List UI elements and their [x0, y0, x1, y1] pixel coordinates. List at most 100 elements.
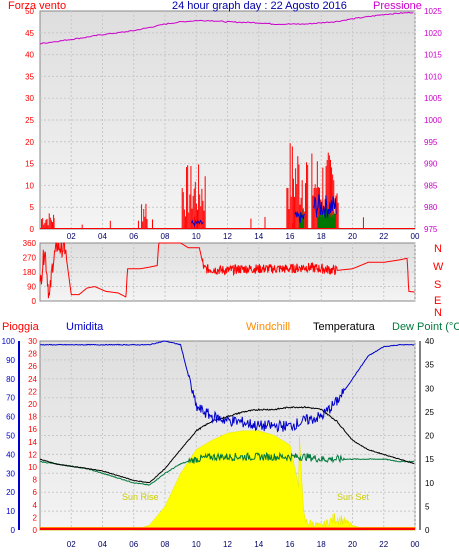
grid-layer	[40, 11, 416, 530]
direction-letter: N	[434, 243, 442, 255]
direction-line	[39, 242, 415, 299]
pressure-tick-label: 1010	[424, 72, 442, 81]
direction-letter: N	[434, 307, 442, 319]
rain-tick-label: 14	[28, 438, 37, 447]
pressure-tick-label: 1015	[424, 51, 442, 60]
x-tick-label: 12	[223, 232, 232, 241]
direction-tick-label: 90	[27, 283, 36, 292]
header-title: 24 hour graph day : 22 Agosto 2016	[172, 0, 347, 12]
x-tick-label: 16	[286, 232, 295, 241]
pressure-line	[39, 11, 414, 45]
temp-tick-label: 20	[425, 432, 434, 441]
rain-tick-label: 28	[28, 350, 37, 359]
direction-tick-label: 180	[23, 268, 37, 277]
wind-avg-line	[294, 211, 306, 223]
pressure-tick-label: 975	[424, 225, 438, 234]
temperature-label: Temperatura	[313, 321, 376, 333]
direction-letter: W	[433, 261, 444, 273]
x-tick-label: 20	[348, 232, 357, 241]
rain-tick-label: 4	[33, 501, 38, 510]
wind-tick-label: 30	[25, 94, 34, 103]
humidity-tick-label: 90	[6, 356, 15, 365]
pressure-tick-label: 1025	[424, 7, 442, 16]
wind-tick-label: 15	[25, 160, 34, 169]
direction-letter: E	[434, 295, 441, 307]
rain-tick-label: 0	[33, 526, 38, 535]
x-tick-label: 08	[161, 232, 170, 241]
x-tick-label: 22	[379, 232, 388, 241]
direction-tick-label: 0	[32, 297, 37, 306]
x-tick-label: 02	[67, 232, 76, 241]
rain-tick-label: 30	[28, 337, 37, 346]
axis-layer: 0510152025303540455097598098599099510001…	[2, 7, 443, 549]
humidity-tick-label: 60	[6, 413, 15, 422]
windchill-label: Windchill	[246, 321, 290, 333]
humidity-tick-label: 30	[6, 469, 15, 478]
temp-tick-label: 40	[425, 337, 434, 346]
pressure-tick-label: 1005	[424, 94, 442, 103]
humidity-tick-label: 0	[11, 526, 16, 535]
x-tick-label: 04	[98, 232, 107, 241]
dewpoint-line	[39, 451, 415, 486]
rain-tick-label: 18	[28, 413, 37, 422]
rain-tick-label: 16	[28, 425, 37, 434]
wind-tick-label: 40	[25, 51, 34, 60]
humidity-tick-label: 100	[2, 337, 16, 346]
temp-tick-label: 25	[425, 408, 434, 417]
direction-letters: N W S E N	[433, 243, 444, 319]
rain-tick-label: 22	[28, 387, 37, 396]
x-tick-label: 08	[161, 540, 170, 549]
temp-tick-label: 35	[425, 361, 434, 370]
x-tick-label: 12	[223, 540, 232, 549]
humidity-tick-label: 40	[6, 450, 15, 459]
pressure-tick-label: 985	[424, 181, 438, 190]
direction-letter: S	[434, 279, 441, 291]
x-tick-label: 00	[411, 232, 420, 241]
temp-tick-label: 10	[425, 479, 434, 488]
x-tick-label: 00	[411, 540, 420, 549]
dewpoint-label: Dew Point (°C	[392, 321, 459, 333]
humidity-tick-label: 80	[6, 375, 15, 384]
pressure-tick-label: 1020	[424, 29, 442, 38]
x-tick-label: 14	[254, 540, 263, 549]
x-tick-label: 10	[192, 540, 201, 549]
x-tick-label: 06	[129, 540, 138, 549]
temp-tick-label: 5	[425, 502, 430, 511]
x-tick-label: 06	[129, 232, 138, 241]
humidity-line	[39, 340, 415, 433]
temp-tick-label: 0	[425, 526, 430, 535]
humidity-tick-label: 50	[6, 432, 15, 441]
pressure-tick-label: 995	[424, 138, 438, 147]
sun-rise-label: Sun Rise	[122, 492, 159, 502]
wind-tick-label: 10	[25, 181, 34, 190]
wind-tick-label: 0	[30, 225, 35, 234]
x-tick-label: 22	[379, 540, 388, 549]
humidity-tick-label: 10	[6, 507, 15, 516]
rain-tick-label: 8	[33, 476, 38, 485]
direction-tick-label: 360	[23, 239, 37, 248]
rain-tick-label: 20	[28, 400, 37, 409]
rain-tick-label: 24	[28, 375, 37, 384]
temp-tick-label: 15	[425, 455, 434, 464]
wind-gust-burst	[181, 164, 206, 229]
x-tick-label: 14	[254, 232, 263, 241]
wind-gust-burst	[141, 203, 148, 229]
wind-tick-label: 20	[25, 138, 34, 147]
pressure-tick-label: 980	[424, 203, 438, 212]
humidity-tick-label: 20	[6, 488, 15, 497]
wind-tick-label: 5	[30, 203, 35, 212]
rain-tick-label: 2	[33, 513, 38, 522]
humidity-tick-label: 70	[6, 394, 15, 403]
wind-avg-line	[312, 194, 337, 219]
x-tick-label: 04	[98, 540, 107, 549]
wind-tick-label: 25	[25, 116, 34, 125]
temp-tick-label: 30	[425, 384, 434, 393]
wind-tick-label: 50	[25, 7, 34, 16]
wind-tick-label: 45	[25, 29, 34, 38]
rain-tick-label: 26	[28, 362, 37, 371]
rain-label: Pioggia	[2, 321, 40, 333]
sun-set-label: Sun Set	[337, 492, 370, 502]
x-tick-label: 18	[317, 232, 326, 241]
x-tick-label: 16	[286, 540, 295, 549]
